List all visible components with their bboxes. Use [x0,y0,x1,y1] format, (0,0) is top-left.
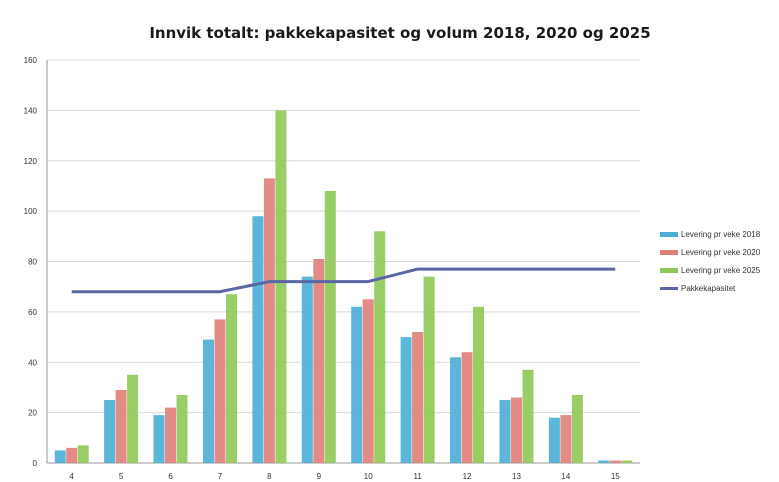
x-tick-label: 8 [267,472,272,481]
bar-levering-pr-veke-2018-week-12 [450,357,461,463]
bar-levering-pr-veke-2018-week-8 [252,216,264,463]
y-tick-label: 20 [28,409,37,418]
y-tick-label: 100 [24,207,38,216]
bar-levering-pr-veke-2025-week-10 [374,231,386,463]
legend-swatch [660,232,678,237]
bar-levering-pr-veke-2020-week-7 [214,319,226,463]
bar-levering-pr-veke-2018-week-14 [548,417,560,463]
legend-swatch [660,250,678,255]
bars [54,110,633,464]
x-tick-label: 11 [413,472,422,481]
x-tick-label: 10 [364,472,373,481]
bar-levering-pr-veke-2020-week-10 [362,299,374,463]
bar-levering-pr-veke-2025-week-6 [176,395,188,463]
y-axis-ticks: 0 20 40 60 80 100 120 140 160 [24,56,38,468]
bar-levering-pr-veke-2018-week-9 [301,276,313,463]
bar-levering-pr-veke-2025-week-5 [127,374,139,463]
x-tick-label: 12 [463,472,472,481]
x-tick-label: 13 [512,472,521,481]
y-tick-label: 160 [24,56,38,65]
x-tick-label: 14 [561,472,570,481]
bar-levering-pr-veke-2025-week-4 [77,445,89,463]
legend-label: Levering pr veke 2018 [681,230,761,239]
bar-levering-pr-veke-2018-week-15 [598,460,610,463]
y-tick-label: 80 [28,258,37,267]
legend-label: Levering pr veke 2020 [681,248,761,257]
bar-levering-pr-veke-2025-week-13 [522,369,534,463]
x-tick-label: 9 [317,472,322,481]
bar-levering-pr-veke-2020-week-13 [511,397,522,463]
capacity-line [71,267,616,294]
bar-levering-pr-veke-2020-week-15 [609,460,621,463]
bar-levering-pr-veke-2020-week-6 [165,407,176,463]
bar-levering-pr-veke-2020-week-4 [66,447,78,463]
bar-levering-pr-veke-2018-week-10 [351,306,363,463]
x-tick-label: 7 [218,472,223,481]
bar-levering-pr-veke-2025-week-11 [423,276,435,463]
bar-levering-pr-veke-2018-week-11 [400,337,412,463]
bar-levering-pr-veke-2020-week-11 [412,332,424,463]
y-tick-label: 140 [24,106,38,115]
bar-levering-pr-veke-2018-week-5 [104,400,116,463]
x-tick-label: 15 [611,472,620,481]
legend-label: Pakkekapasitet [681,284,736,293]
capacity-line-layer [71,267,616,294]
x-tick-label: 6 [168,472,173,481]
bar-levering-pr-veke-2020-week-12 [461,352,473,463]
x-axis-ticks: 4 5 6 7 8 9 10 11 12 13 14 15 [69,472,620,481]
bar-levering-pr-veke-2025-week-8 [275,110,287,464]
legend-label: Levering pr veke 2025 [681,266,761,275]
bar-levering-pr-veke-2025-week-9 [324,191,336,463]
x-tick-label: 5 [119,472,124,481]
bar-levering-pr-veke-2018-week-4 [54,450,66,463]
y-tick-label: 60 [28,308,37,317]
legend-swatch [660,268,678,273]
bar-levering-pr-veke-2018-week-7 [203,339,214,463]
bar-levering-pr-veke-2025-week-7 [226,294,237,463]
bar-levering-pr-veke-2025-week-14 [571,395,583,463]
bar-levering-pr-veke-2020-week-9 [313,259,325,463]
x-tick-label: 4 [69,472,74,481]
bar-levering-pr-veke-2020-week-14 [560,415,572,463]
bar-levering-pr-veke-2018-week-6 [153,415,165,463]
bar-levering-pr-veke-2020-week-5 [115,390,127,463]
y-tick-label: 120 [24,157,38,166]
legend: Levering pr veke 2018 Levering pr veke 20… [660,230,761,293]
bar-levering-pr-veke-2018-week-13 [499,400,511,463]
bar-levering-pr-veke-2025-week-12 [473,306,484,463]
y-tick-label: 0 [33,459,38,468]
gridlines [46,59,640,464]
y-tick-label: 40 [28,358,37,367]
bar-levering-pr-veke-2025-week-15 [621,460,633,463]
bar-levering-pr-veke-2020-week-8 [263,178,275,463]
chart-title: Innvik totalt: pakkekapasitet og volum 2… [149,24,650,42]
